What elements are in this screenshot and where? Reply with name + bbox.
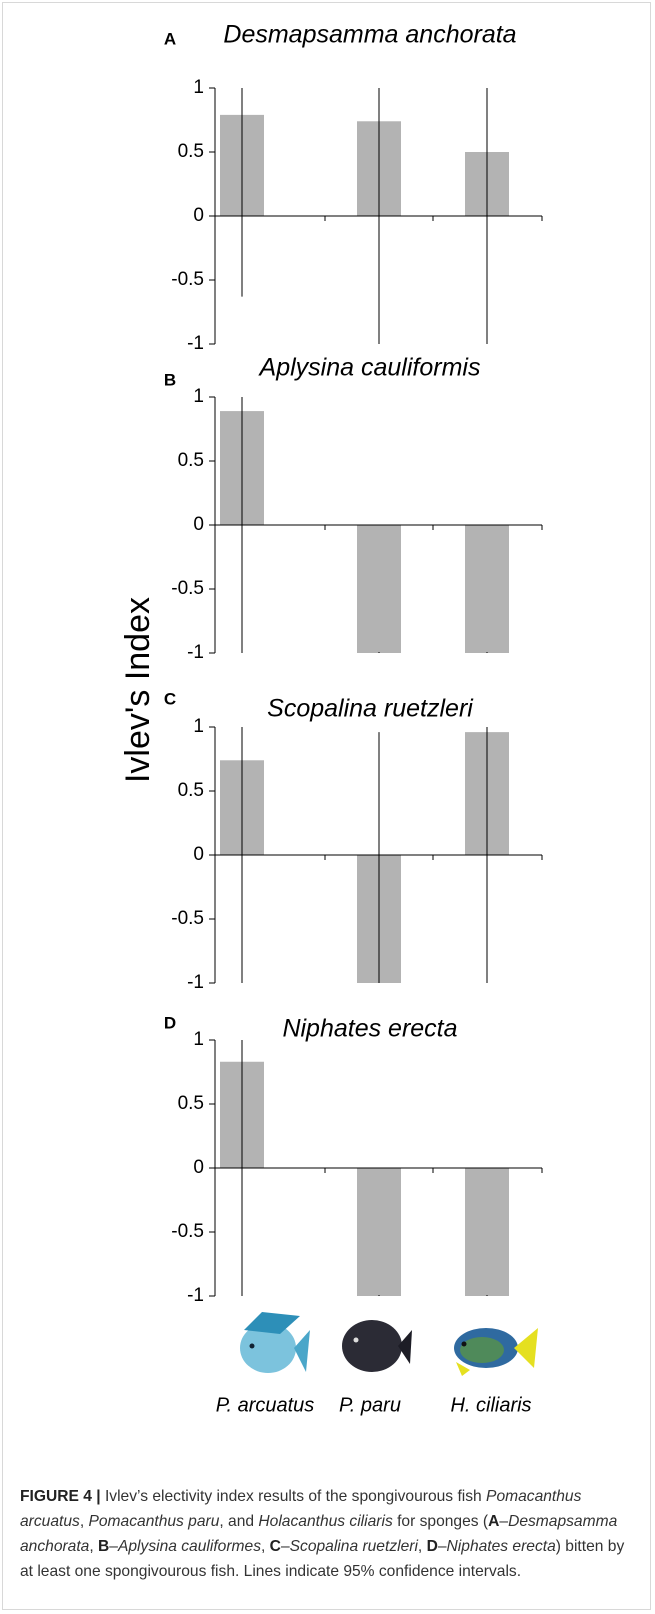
bar (465, 525, 509, 653)
caption-text: – (499, 1513, 508, 1530)
y-tick-label: -1 (187, 1285, 204, 1306)
caption-text: Aplysina cauliformes (118, 1538, 261, 1555)
caption-text: for sponges ( (393, 1513, 488, 1530)
caption-text: FIGURE 4 | (20, 1488, 101, 1505)
y-tick-label: -0.5 (171, 269, 204, 290)
caption-text: Niphates erecta (447, 1538, 556, 1555)
panel: A Desmapsamma anchorata -1 -0.5 0 0.5 1 (164, 21, 542, 354)
y-tick-label: 1 (193, 77, 204, 98)
caption-text: – (281, 1538, 290, 1555)
panel-title: Desmapsamma anchorata (223, 21, 516, 49)
y-tick-label: 0.5 (178, 780, 204, 801)
y-tick-label: 0 (193, 844, 204, 865)
fish-icon (342, 1320, 412, 1372)
figure-caption: FIGURE 4 | Ivlev’s electivity index resu… (20, 1484, 638, 1584)
caption-text: , (261, 1538, 270, 1555)
x-tick-label: H. ciliaris (450, 1394, 531, 1416)
y-tick-label: 1 (193, 386, 204, 407)
y-tick-label: 0.5 (178, 450, 204, 471)
y-tick-label: -1 (187, 642, 204, 663)
panel-title: Niphates erecta (282, 1015, 457, 1043)
panel-label: C (164, 689, 176, 708)
fish-icon (454, 1328, 538, 1376)
bar (357, 1168, 401, 1296)
panel: B Aplysina cauliformis -1 -0.5 0 0.5 1 (164, 354, 542, 663)
fish-icon (240, 1312, 310, 1373)
panel-title: Aplysina cauliformis (258, 354, 481, 382)
caption-text: Holacanthus ciliaris (258, 1513, 392, 1530)
x-tick-label: P. arcuatus (216, 1394, 315, 1416)
panel: C Scopalina ruetzleri -1 -0.5 0 0.5 1 (164, 689, 542, 993)
y-axis-label: Ivlev's Index (119, 597, 157, 783)
panel: D Niphates erecta -1 -0.5 0 0.5 1 (164, 1013, 542, 1306)
chart: Ivlev's Index P. arcuatus P. paru H. cil… (0, 0, 655, 1440)
panel-label: D (164, 1013, 176, 1032)
y-tick-label: -0.5 (171, 908, 204, 929)
caption-text: – (109, 1538, 118, 1555)
caption-text: A (488, 1513, 499, 1530)
caption-text: Ivlev’s electivity index results of the … (101, 1488, 486, 1505)
y-tick-label: -0.5 (171, 578, 204, 599)
caption-text: Scopalina ruetzleri (290, 1538, 418, 1555)
y-tick-label: 0 (193, 205, 204, 226)
panel-title: Scopalina ruetzleri (267, 695, 474, 723)
caption-text: C (270, 1538, 281, 1555)
y-tick-label: -1 (187, 333, 204, 354)
y-tick-label: 0 (193, 1157, 204, 1178)
caption-text: – (438, 1538, 447, 1555)
bar (357, 525, 401, 653)
y-tick-label: -1 (187, 972, 204, 993)
y-tick-label: 1 (193, 1029, 204, 1050)
fish-icons (240, 1312, 538, 1376)
y-tick-label: 0.5 (178, 1093, 204, 1114)
caption-text: , (418, 1538, 427, 1555)
fish-labels: P. arcuatus P. paru H. ciliaris (216, 1394, 532, 1416)
y-tick-label: 0 (193, 514, 204, 535)
bar (465, 1168, 509, 1296)
caption-text: , and (219, 1513, 258, 1530)
caption-text: Pomacanthus paru (88, 1513, 219, 1530)
y-tick-label: 1 (193, 716, 204, 737)
panel-label: A (164, 29, 176, 48)
x-tick-label: P. paru (339, 1394, 401, 1416)
caption-text: D (427, 1538, 438, 1555)
caption-text: , (89, 1538, 98, 1555)
y-tick-label: 0.5 (178, 141, 204, 162)
panel-label: B (164, 370, 176, 389)
caption-text: B (98, 1538, 109, 1555)
y-tick-label: -0.5 (171, 1221, 204, 1242)
